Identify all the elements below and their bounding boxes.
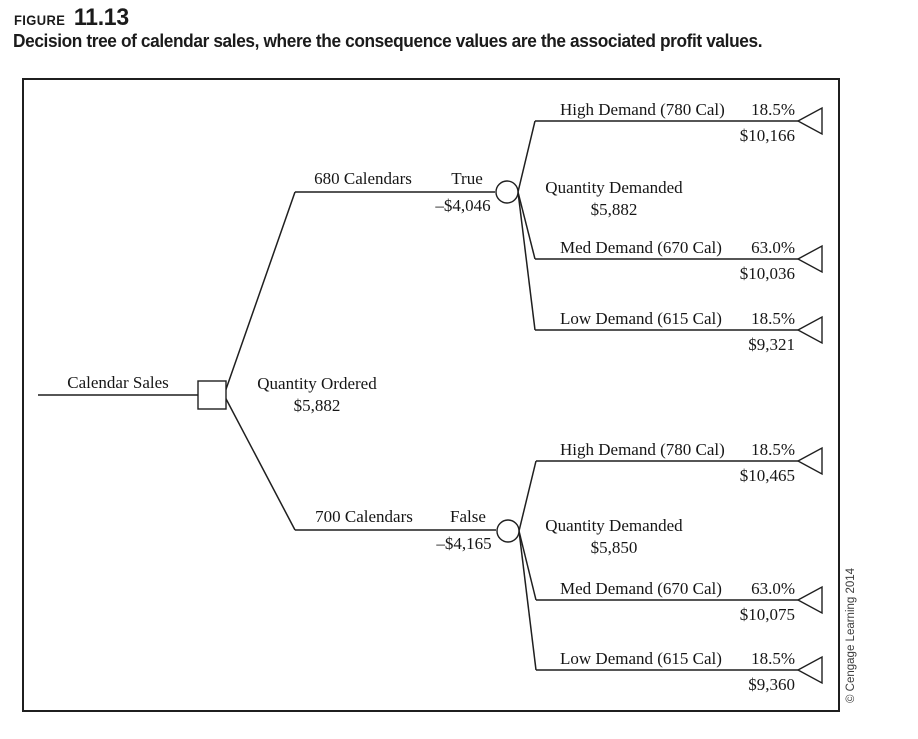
outcome-probability: 18.5%: [751, 440, 795, 459]
outcome-value: $10,166: [739, 126, 795, 145]
outcome-probability: 63.0%: [751, 238, 795, 257]
outcome-label: High Demand (780 Cal): [560, 100, 725, 119]
branch-700-diagonal: [223, 394, 296, 531]
outcome-value: $10,465: [739, 466, 795, 485]
outcome-label: Med Demand (670 Cal): [560, 579, 722, 598]
chance-680-label-block: Quantity Demanded $5,882: [514, 177, 714, 221]
terminal-node-triangle-3: [796, 315, 823, 345]
branch-700-flag: False: [450, 507, 486, 526]
decision-label-block: Quantity Ordered $5,882: [227, 373, 407, 417]
decision-node-square: [197, 380, 227, 410]
figure-label: FIGURE: [14, 13, 66, 28]
terminal-node-triangle-2: [796, 244, 823, 274]
outcome-label: Low Demand (615 Cal): [560, 309, 722, 328]
outcome-value: $9,360: [748, 675, 795, 694]
decision-tree-frame: Calendar Sales Quantity Ordered $5,882 6…: [22, 78, 840, 712]
copyright-credit: © Cengage Learning 2014: [845, 567, 857, 703]
branch-700-high-diagonal: [518, 460, 537, 532]
outcome-probability: 63.0%: [751, 579, 795, 598]
outcome-value: $10,036: [739, 264, 795, 283]
branch-680-label: 680 Calendars: [314, 169, 412, 188]
outcome-value: $10,075: [739, 605, 795, 624]
outcome-probability: 18.5%: [751, 100, 795, 119]
terminal-node-triangle-6: [796, 655, 823, 685]
branch-680-flag: True: [451, 169, 483, 188]
branch-700-label: 700 Calendars: [315, 507, 413, 526]
branch-680-diagonal: [223, 191, 296, 396]
decision-tree-canvas: [38, 106, 823, 685]
branch-700-cost: –$4,165: [436, 534, 492, 553]
branch-700-low-diagonal: [518, 530, 537, 671]
branch-680-cost: –$4,046: [435, 196, 491, 215]
terminal-node-triangle-4: [796, 446, 823, 476]
chance-680-title: Quantity Demanded: [545, 178, 683, 197]
chance-node-circle-bottom: [496, 519, 520, 543]
root-label: Calendar Sales: [67, 373, 169, 392]
outcome-probability: 18.5%: [751, 309, 795, 328]
branch-680-low-diagonal: [517, 191, 536, 331]
branch-700-med-diagonal: [518, 530, 537, 601]
chance-700-value: $5,850: [590, 538, 638, 557]
chance-700-label-block: Quantity Demanded $5,850: [514, 515, 714, 559]
decision-value: $5,882: [293, 396, 341, 415]
figure-number: 11.13: [73, 4, 129, 31]
outcome-probability: 18.5%: [751, 649, 795, 668]
outcome-value: $9,321: [748, 335, 795, 354]
outcome-label: Low Demand (615 Cal): [560, 649, 722, 668]
branch-680-med-diagonal: [517, 191, 536, 260]
outcome-label: High Demand (780 Cal): [560, 440, 725, 459]
decision-title: Quantity Ordered: [257, 374, 377, 393]
chance-node-circle-top: [495, 180, 519, 204]
chance-680-value: $5,882: [590, 200, 638, 219]
figure-title: FIGURE 11.13: [14, 4, 129, 32]
terminal-node-triangle-5: [796, 585, 823, 615]
outcome-label: Med Demand (670 Cal): [560, 238, 722, 257]
branch-680-high-diagonal: [517, 120, 536, 193]
chance-700-title: Quantity Demanded: [545, 516, 683, 535]
figure-caption: Decision tree of calendar sales, where t…: [13, 31, 763, 51]
terminal-node-triangle-1: [796, 106, 823, 136]
